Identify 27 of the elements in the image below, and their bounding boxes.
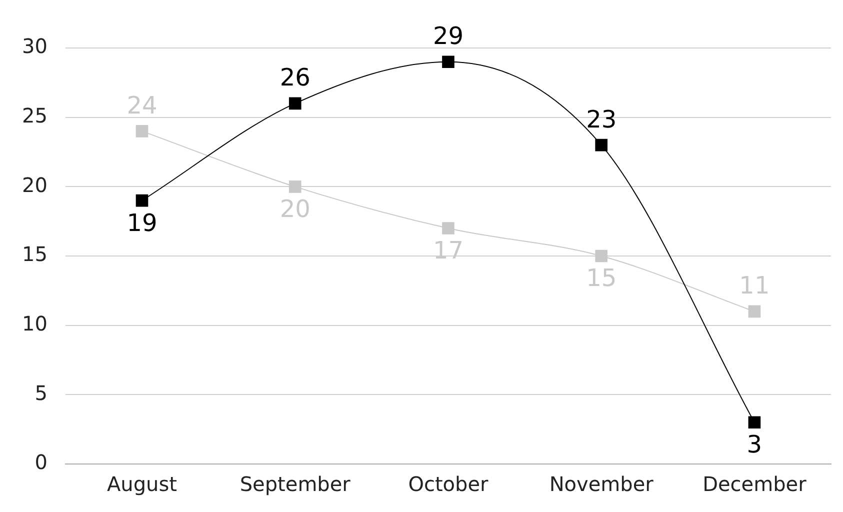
x-tick-label: September	[240, 472, 352, 496]
point	[442, 222, 454, 234]
y-tick-label: 20	[22, 172, 48, 197]
point	[748, 416, 761, 429]
data-label: 3	[746, 430, 762, 459]
data-label: 29	[432, 22, 464, 50]
point	[442, 56, 454, 68]
point	[288, 97, 302, 110]
y-tick-label: 0	[34, 450, 48, 474]
y-tick-label: 25	[22, 104, 48, 128]
data-label: 19	[126, 208, 158, 237]
point	[136, 194, 148, 207]
x-tick-label: October	[408, 472, 490, 496]
point	[288, 180, 302, 193]
x-tick-label: December	[702, 472, 808, 496]
x-tick-label: November	[549, 472, 654, 496]
x-tick-label: August	[107, 472, 178, 496]
data-label: 23	[586, 105, 617, 134]
y-tick-label: 5	[34, 380, 48, 405]
y-tick-label: 10	[22, 312, 48, 336]
point	[136, 125, 148, 138]
point	[595, 138, 608, 152]
point	[748, 305, 761, 318]
y-tick-label: 15	[22, 242, 48, 266]
point	[595, 250, 608, 262]
data-label: 26	[280, 64, 310, 92]
y-tick-label: 30	[22, 34, 48, 58]
